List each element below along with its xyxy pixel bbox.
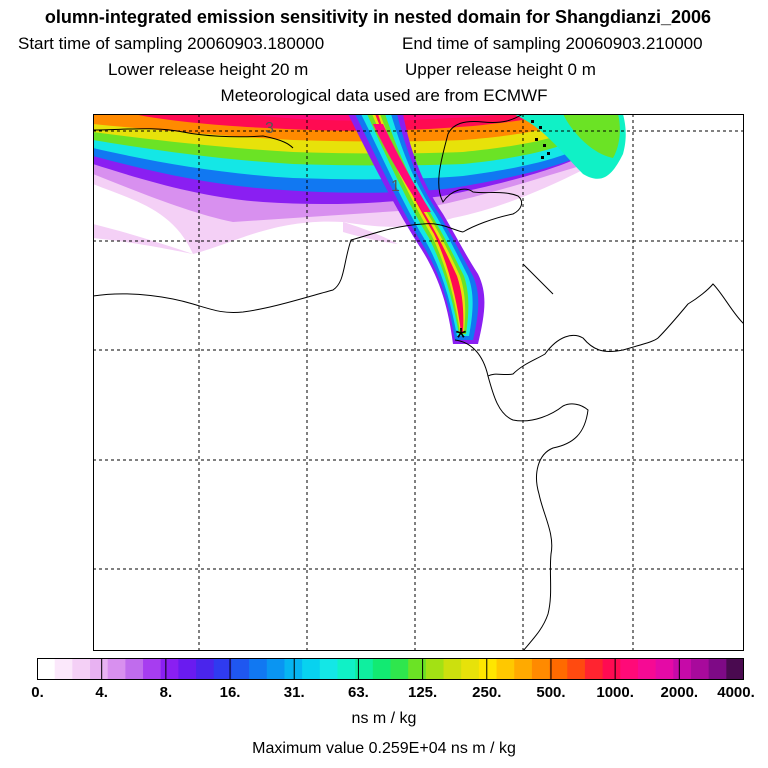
colorbar-cell — [90, 658, 109, 680]
colorbar-tick-label: 500. — [536, 684, 566, 701]
colorbar-cell — [461, 658, 480, 680]
colorbar-tick-label: 4000. — [717, 684, 755, 701]
colorbar-cell — [160, 658, 180, 680]
colorbar-cell — [196, 658, 215, 680]
colorbar-units: ns m / kg — [351, 710, 417, 727]
colorbar-cell — [37, 658, 56, 680]
colorbar-cell — [284, 658, 303, 680]
colorbar-cell — [107, 658, 126, 680]
colorbar-cell — [443, 658, 462, 680]
maximum-value-label: Maximum value 0.259E+04 ns m / kg — [252, 740, 516, 757]
colorbar-cell — [266, 658, 286, 680]
sensitivity-plume — [93, 114, 626, 344]
colorbar — [37, 658, 744, 680]
map-gridlines — [93, 114, 744, 651]
colorbar-cell — [213, 658, 233, 680]
colorbar-tick-label: 0. — [31, 684, 44, 701]
colorbar-cell — [478, 658, 498, 680]
colorbar-cell — [549, 658, 568, 680]
colorbar-cell — [620, 658, 639, 680]
colorbar-cell — [531, 658, 551, 680]
colorbar-tick-label: 4. — [95, 684, 108, 701]
map-frame — [93, 114, 744, 651]
colorbar-cell — [390, 658, 409, 680]
coastlines — [93, 114, 744, 651]
release-site-marker: * — [456, 322, 467, 353]
colorbar-tick-label: 125. — [407, 684, 438, 701]
colorbar-tick-label: 1000. — [596, 684, 634, 701]
emission-sensitivity-map: 3 1 * — [93, 114, 744, 651]
map-title: olumn-integrated emission sensitivity in… — [44, 7, 712, 27]
colorbar-cell — [726, 658, 744, 680]
colorbar-cell — [514, 658, 533, 680]
colorbar-cell — [178, 658, 197, 680]
contour-label-3: 3 — [265, 120, 274, 137]
upper-release-height-label: Upper release height 0 m — [405, 60, 596, 79]
colorbar-cell — [72, 658, 91, 680]
colorbar-tick-label: 16. — [219, 684, 241, 701]
colorbar-cell — [319, 658, 339, 680]
meteo-source-label: Meteorological data used are from ECMWF — [220, 86, 548, 105]
lower-release-height-label: Lower release height 20 m — [108, 60, 309, 79]
colorbar-cell — [337, 658, 356, 680]
colorbar-cell — [496, 658, 515, 680]
colorbar-tick-label: 8. — [159, 684, 173, 701]
colorbar-cell — [125, 658, 144, 680]
colorbar-cell — [655, 658, 674, 680]
colorbar-cell — [408, 658, 427, 680]
colorbar-cell — [302, 658, 321, 680]
start-time-label: Start time of sampling 20060903.180000 — [18, 34, 325, 53]
end-time-label: End time of sampling 20060903.210000 — [402, 34, 703, 53]
colorbar-cell — [372, 658, 392, 680]
colorbar-tick-label: 63. — [347, 684, 369, 701]
colorbar-tick-label: 250. — [472, 684, 502, 701]
colorbar-tick-label: 2000. — [660, 684, 699, 701]
colorbar-cell — [708, 658, 727, 680]
colorbar-cell — [602, 658, 621, 680]
colorbar-cell — [143, 658, 162, 680]
colorbar-cell — [690, 658, 710, 680]
colorbar-cell — [249, 658, 268, 680]
colorbar-cell — [425, 658, 445, 680]
colorbar-cell — [231, 658, 250, 680]
colorbar-cell — [673, 658, 692, 680]
island-dots — [531, 120, 550, 159]
contour-label-1: 1 — [391, 178, 400, 195]
colorbar-cell — [584, 658, 604, 680]
colorbar-cell — [355, 658, 374, 680]
colorbar-cell — [567, 658, 586, 680]
colorbar-tick-label: 31. — [283, 684, 305, 701]
colorbar-cell — [637, 658, 657, 680]
colorbar-cell — [54, 658, 73, 680]
